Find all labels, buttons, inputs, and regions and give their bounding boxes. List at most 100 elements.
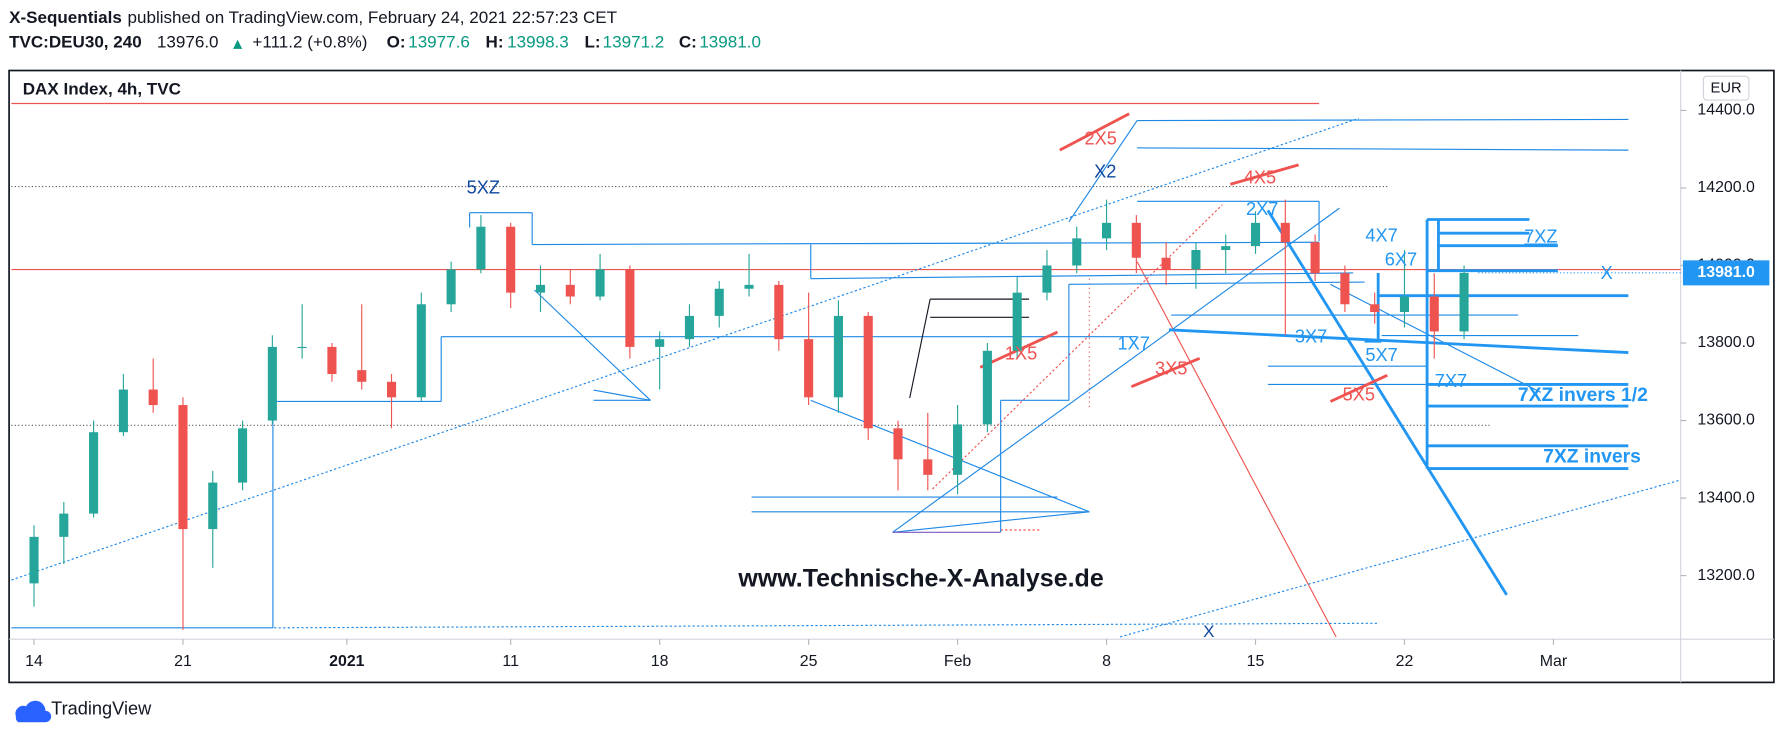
drawing-line (810, 272, 1354, 280)
drawing-line (1137, 147, 1629, 151)
candle-body (684, 315, 695, 340)
candle-body (1250, 222, 1261, 247)
drawing-line (1329, 374, 1388, 403)
annotation: 6X7 (1385, 249, 1417, 269)
low-label: L: (584, 33, 600, 52)
candle-body (863, 315, 873, 429)
drawing-line (1168, 328, 1629, 354)
drawing-line (892, 511, 1090, 533)
y-tick-label: 14400.0 (1697, 102, 1755, 119)
annotation: X (1601, 263, 1613, 283)
candle-body (1012, 292, 1022, 351)
candle-body (416, 304, 426, 398)
chart-title: DAX Index, 4h, TVC (23, 79, 181, 98)
candle-body (357, 370, 367, 382)
x-tick-label: 15 (1247, 653, 1265, 670)
x-tick-label: 14 (25, 653, 43, 670)
drawing-line (1136, 261, 1337, 638)
open-label: O: (387, 33, 406, 52)
candle-body (1399, 296, 1410, 313)
drawing-line (1229, 163, 1299, 186)
drawing-line (11, 117, 1360, 581)
candle-body (327, 346, 337, 375)
annotation: X (1203, 622, 1215, 641)
candle-body (386, 381, 397, 398)
drawing-line (1068, 281, 1365, 285)
candle-body (148, 389, 158, 406)
y-tick-label: 13800.0 (1697, 334, 1755, 351)
x-tick-label: 25 (800, 653, 818, 670)
close-label: C: (679, 33, 697, 52)
price: 13976.0 (157, 33, 219, 52)
drawing-line (932, 204, 1223, 490)
low-value: 13971.2 (603, 33, 665, 52)
currency-box[interactable] (1702, 75, 1750, 101)
drawing-line (909, 299, 931, 399)
chart-frame (8, 69, 1775, 684)
candle-body (1191, 249, 1201, 270)
y-tick-label: 13200.0 (1697, 567, 1755, 584)
last-price-label: 13981.0 (1697, 264, 1755, 281)
drawing-line (1330, 283, 1542, 393)
footer-brand: TradingView (51, 699, 152, 719)
annotation: 3X5 (1155, 358, 1187, 378)
high-label: H: (486, 33, 504, 52)
annotation: 5X7 (1365, 345, 1397, 365)
annotation: 2X5 (1085, 129, 1117, 149)
last-price-box (1682, 260, 1770, 286)
drawing-line (1059, 112, 1130, 152)
drawing-line (593, 389, 651, 401)
author: X-Sequentials (9, 8, 122, 27)
candle-body (625, 269, 635, 347)
x-tick-label: 2021 (329, 653, 365, 670)
drawing-line (534, 289, 651, 401)
candle-body (1429, 296, 1439, 332)
annotation: 1X5 (1005, 344, 1037, 364)
candle-body (953, 424, 963, 475)
tradingview-logo (15, 700, 52, 723)
open-value: 13977.6 (408, 33, 470, 52)
annotation: 3X7 (1295, 327, 1327, 347)
candle-body (297, 346, 307, 349)
candle-body (1042, 265, 1052, 293)
candle-body (1310, 242, 1320, 274)
candle-body (238, 428, 248, 483)
candle-body (804, 339, 814, 398)
candle-body (476, 226, 486, 270)
candle-body (923, 459, 933, 475)
x-tick-label: 21 (174, 653, 192, 670)
annotation: 2X7 (1246, 199, 1278, 219)
candle-body (1131, 222, 1141, 258)
candle-body (655, 339, 665, 347)
annotation: 5X5 (1343, 385, 1375, 405)
x-tick-label: Feb (944, 653, 972, 670)
header-line-1: X-Sequentials published on TradingView.co… (9, 8, 618, 27)
candle-body (29, 536, 39, 584)
drawing-line (274, 622, 1379, 629)
candle-body (1072, 238, 1082, 266)
drawing-line (892, 207, 1340, 533)
candle-body (565, 284, 575, 297)
candle-body (774, 284, 784, 340)
candle-body (1459, 272, 1469, 332)
candle-body (535, 284, 546, 293)
annotation: 7XZ invers 1/2 (1518, 385, 1648, 406)
drawing-line (1068, 120, 1138, 223)
candle-body (833, 315, 843, 398)
candle-body (1102, 222, 1112, 239)
y-tick-label: 14200.0 (1697, 179, 1755, 196)
annotation: 4X5 (1244, 167, 1276, 187)
change: +111.2 (+0.8%) (252, 33, 367, 52)
candle-body (714, 288, 724, 316)
drawing-line (810, 399, 1090, 513)
plot: 5XZ X2 2X5 4X5 2X7 4X7 6X7 7XZ X 1X5 1X7 3X7 3X5 5X7 5… (11, 102, 1681, 641)
candle-body (1340, 273, 1350, 305)
published: published on TradingView.com, February 2… (128, 8, 618, 27)
x-tick-label: 8 (1102, 653, 1111, 670)
x-tick-label: 11 (502, 653, 519, 670)
candle-body (118, 389, 128, 433)
candle-body (208, 482, 218, 530)
candle-body (982, 350, 992, 425)
